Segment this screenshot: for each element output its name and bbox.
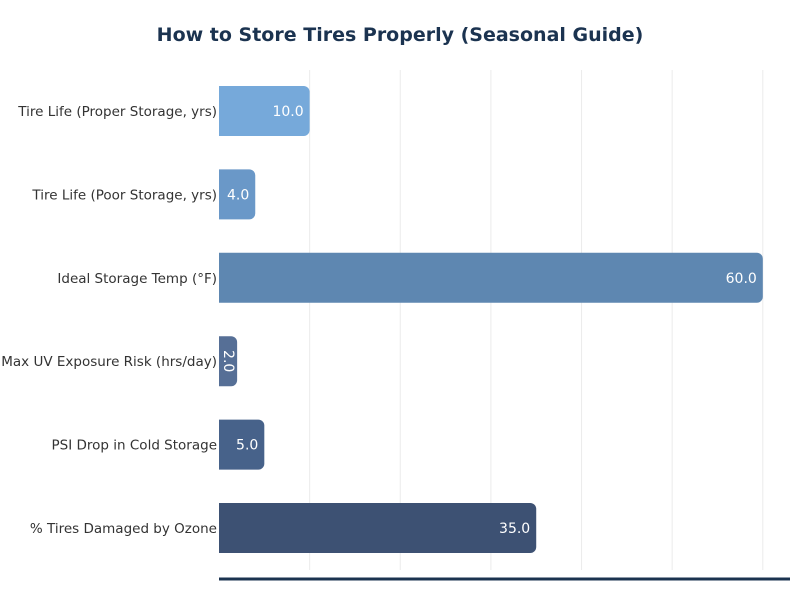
category-label: Tire Life (Poor Storage, yrs) bbox=[31, 187, 217, 203]
value-label: 2.0 bbox=[220, 350, 236, 372]
value-label: 60.0 bbox=[726, 271, 757, 287]
grid-lines bbox=[309, 70, 764, 570]
bar bbox=[219, 86, 310, 136]
chart-title: How to Store Tires Properly (Seasonal Gu… bbox=[156, 24, 644, 46]
bar bbox=[219, 252, 763, 303]
bar bbox=[219, 336, 238, 387]
bars bbox=[219, 86, 763, 553]
category-label: Ideal Storage Temp (°F) bbox=[57, 271, 217, 287]
category-labels: Tire Life (Proper Storage, yrs) Tire Life… bbox=[1, 104, 217, 537]
category-label: PSI Drop in Cold Storage bbox=[52, 438, 217, 454]
value-labels: 10.0 4.0 60.0 2.0 5.0 35.0 bbox=[220, 104, 757, 537]
category-label: % Tires Damaged by Ozone bbox=[30, 521, 217, 537]
value-label: 10.0 bbox=[272, 104, 303, 120]
bar bbox=[219, 169, 256, 220]
category-label: Tire Life (Proper Storage, yrs) bbox=[17, 104, 217, 120]
value-label: 4.0 bbox=[227, 187, 249, 203]
bar bbox=[219, 419, 265, 470]
bar bbox=[219, 503, 537, 553]
value-label: 5.0 bbox=[236, 438, 258, 454]
category-label: Max UV Exposure Risk (hrs/day) bbox=[1, 354, 217, 370]
value-label: 35.0 bbox=[499, 521, 530, 537]
